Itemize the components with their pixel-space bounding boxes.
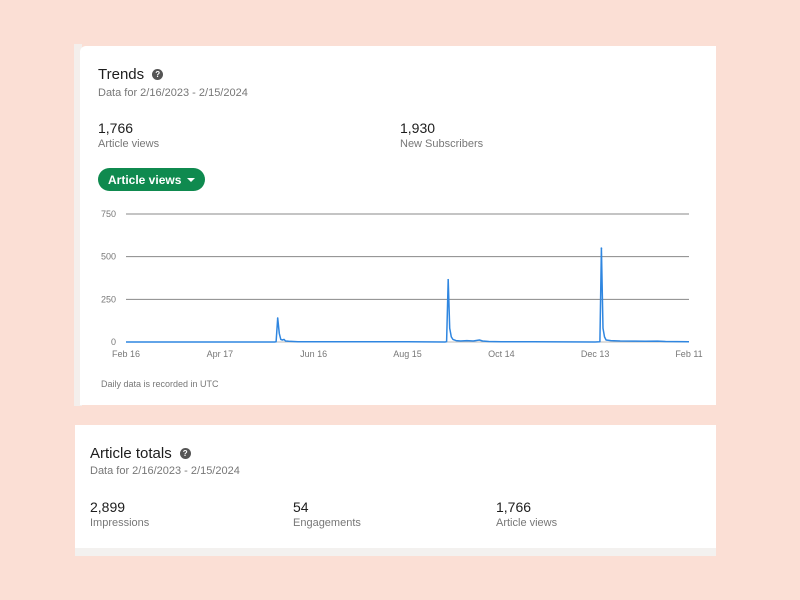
metric-label: Article views — [98, 138, 160, 150]
help-icon[interactable]: ? — [152, 69, 164, 80]
y-tick-label: 0 — [111, 337, 116, 347]
x-tick-label: Dec 13 — [581, 349, 610, 359]
metric-value: 1,766 — [98, 120, 134, 136]
card-edge — [74, 44, 82, 406]
totals-title: Article totals ? — [90, 445, 191, 462]
data-point-peak — [276, 317, 279, 319]
metric-label: Impressions — [90, 517, 150, 529]
x-tick-label: Feb 11 — [675, 349, 702, 359]
x-tick-label: Aug 15 — [393, 349, 422, 359]
trends-chart: 0 250 500 750 Feb 16 Apr 17 Jun 16 Aug 15 Oct 14… — [101, 209, 703, 359]
trends-title-text: Trends — [98, 66, 145, 83]
trends-date-range: Data for 2/16/2023 - 2/15/2024 — [98, 87, 248, 99]
trends-card: Trends ? Data for 2/16/2023 - 2/15/2024 … — [80, 46, 716, 405]
metric-value: 1,930 — [400, 120, 436, 136]
x-tick-label: Apr 17 — [207, 349, 234, 359]
dropdown-label: Article views — [108, 172, 182, 187]
metric-label: Article views — [496, 517, 558, 529]
metric-new-subscribers: 1,930 New Subscribers — [400, 120, 483, 150]
y-tick-label: 500 — [101, 252, 116, 262]
x-tick-label: Jun 16 — [300, 349, 327, 359]
chart-footnote: Daily data is recorded in UTC — [101, 379, 219, 389]
help-icon[interactable]: ? — [179, 448, 191, 459]
x-tick-label: Feb 16 — [112, 349, 140, 359]
data-point-peak — [447, 278, 449, 281]
y-tick-label: 250 — [101, 294, 116, 304]
metric-label: New Subscribers — [400, 138, 484, 150]
trends-title: Trends ? — [98, 66, 164, 83]
metric-article-views-total: 1,766 Article views — [496, 499, 557, 529]
totals-date-range: Data for 2/16/2023 - 2/15/2024 — [90, 465, 240, 477]
metric-label: Engagements — [293, 517, 361, 529]
metric-impressions: 2,899 Impressions — [90, 499, 149, 529]
y-tick-label: 750 — [101, 209, 116, 219]
metric-engagements: 54 Engagements — [293, 499, 361, 529]
article-totals-card: Article totals ? Data for 2/16/2023 - 2/… — [75, 425, 716, 548]
x-tick-label: Oct 14 — [488, 349, 515, 359]
metric-article-views: 1,766 Article views — [98, 120, 159, 150]
totals-title-text: Article totals — [90, 445, 172, 462]
metric-value: 2,899 — [90, 499, 126, 515]
metric-value: 1,766 — [496, 499, 532, 515]
metric-value: 54 — [293, 499, 309, 515]
data-point-peak — [600, 247, 603, 249]
series-line-article-views — [126, 247, 690, 343]
metric-dropdown-button[interactable]: Article views — [98, 168, 206, 191]
caret-down-icon — [187, 177, 196, 182]
card-footer-strip — [75, 548, 716, 556]
